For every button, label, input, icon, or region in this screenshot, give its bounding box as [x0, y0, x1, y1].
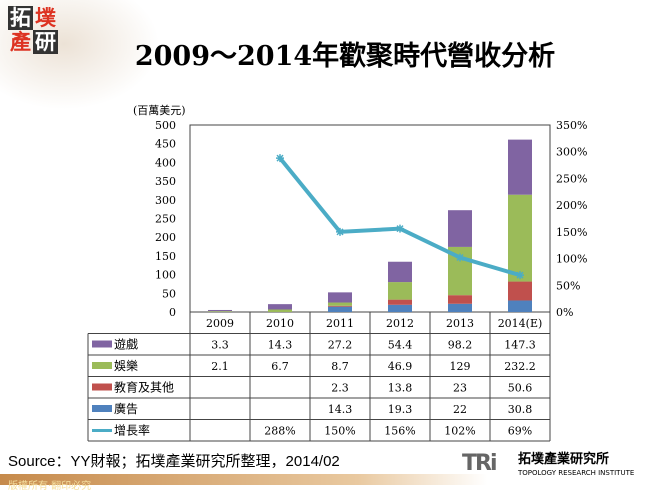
data-label: 30.8: [508, 403, 533, 416]
bar-遊戲: [448, 210, 472, 247]
growth-marker: [336, 227, 344, 236]
data-label: 13.8: [388, 382, 413, 395]
bar-娛樂: [208, 311, 232, 312]
plot-area: [189, 124, 551, 313]
legend-swatch: [92, 362, 112, 369]
data-label: 54.4: [388, 339, 413, 352]
data-label: 102%: [444, 425, 475, 438]
y-tick-label: 50: [162, 287, 176, 300]
bar-遊戲: [208, 309, 232, 312]
bar-娛樂: [508, 194, 532, 282]
x-tick-label: 2013: [446, 317, 474, 330]
data-label: 2.3: [331, 382, 349, 395]
y2-tick-label: 350%: [556, 119, 587, 132]
data-label: 69%: [508, 425, 532, 438]
growth-marker: [276, 154, 284, 163]
bar-廣告: [448, 303, 472, 312]
y-tick-label: 350: [155, 175, 176, 188]
y2-tick-label: 200%: [556, 199, 587, 212]
growth-marker: [456, 253, 464, 262]
legend-swatch: [92, 340, 112, 348]
legend-label: 娛樂: [114, 358, 138, 373]
data-label: 8.7: [331, 360, 349, 373]
bar-廣告: [328, 306, 352, 312]
y2-tick-label: 100%: [556, 253, 587, 266]
chart: (百萬美元) 0 50 100 150 200 250 300 350 400 450 500 0% 50…: [87, 104, 587, 442]
x-tick-label: 2012: [386, 317, 414, 330]
legend-swatch: [92, 405, 112, 412]
data-label: 22: [453, 403, 467, 416]
tri-name-cn: 拓墣產業研究所: [518, 452, 610, 467]
legend-label: 遊戲: [114, 337, 138, 352]
y2-tick-label: 300%: [556, 146, 587, 159]
growth-marker: [516, 271, 524, 280]
legend-swatch: [92, 383, 112, 391]
data-label: 3.3: [211, 339, 229, 352]
data-label: 19.3: [388, 403, 413, 416]
data-label: 129: [450, 360, 471, 373]
bar-遊戲: [328, 292, 352, 303]
y2-tick-label: 0%: [556, 306, 573, 319]
bar-教育及其他: [448, 295, 472, 304]
data-label: 232.2: [504, 360, 536, 373]
data-label: 14.3: [268, 339, 293, 352]
bar-遊戲: [508, 139, 532, 195]
data-label: 14.3: [328, 403, 353, 416]
data-label: 2.1: [211, 360, 229, 373]
legend-label: 教育及其他: [114, 380, 174, 395]
legend-label: 增長率: [114, 423, 150, 438]
x-tick-label: 2014(E): [498, 317, 543, 330]
data-label: 98.2: [448, 339, 473, 352]
data-label: 147.3: [504, 339, 536, 352]
data-label: 156%: [384, 425, 415, 438]
data-label: 6.7: [271, 360, 289, 373]
copyright: 版權所有‧翻印必究: [8, 481, 92, 492]
data-label: 23: [453, 382, 467, 395]
bar-娛樂: [388, 282, 412, 300]
growth-marker: [396, 224, 404, 233]
bar-娛樂: [328, 302, 352, 306]
y-tick-label: 500: [155, 119, 176, 132]
bar-教育及其他: [388, 299, 412, 305]
bar-遊戲: [268, 304, 292, 310]
x-tick-label: 2009: [206, 317, 234, 330]
y-axis-label: (百萬美元): [133, 104, 186, 117]
tri-name-en: TOPOLOGY RESEARCH INSTITUTE: [518, 469, 635, 477]
data-label: 288%: [264, 425, 295, 438]
bar-遊戲: [388, 261, 412, 283]
y2-tick-label: 250%: [556, 172, 587, 185]
y-tick-label: 450: [155, 138, 176, 151]
y2-tick-label: 150%: [556, 226, 587, 239]
y-tick-label: 0: [169, 306, 176, 319]
source-note: Source：YY財報；拓墣產業研究所整理，2014/02: [8, 453, 340, 470]
bar-廣告: [508, 300, 532, 312]
y-tick-label: 100: [155, 269, 176, 282]
bar-廣告: [388, 304, 412, 312]
data-label: 50.6: [508, 382, 533, 395]
bar-娛樂: [268, 309, 292, 312]
y-tick-label: 300: [155, 194, 176, 207]
y2-tick-label: 50%: [556, 279, 580, 292]
x-tick-label: 2011: [326, 317, 354, 330]
y-tick-label: 150: [155, 250, 176, 263]
tri-logo: TRi: [462, 451, 497, 476]
bar-教育及其他: [328, 305, 352, 307]
logo: 拓墣產研: [8, 6, 58, 54]
bar-教育及其他: [508, 281, 532, 301]
y-tick-label: 250: [155, 213, 176, 226]
y-tick-label: 400: [155, 156, 176, 169]
data-label: 46.9: [388, 360, 413, 373]
x-tick-label: 2010: [266, 317, 294, 330]
data-label: 27.2: [328, 339, 353, 352]
data-label: 150%: [324, 425, 355, 438]
page-title: 2009～2014年歡聚時代營收分析: [134, 41, 556, 72]
growth-line: [278, 156, 521, 278]
y-tick-label: 200: [155, 231, 176, 244]
legend-label: 廣告: [114, 402, 138, 416]
